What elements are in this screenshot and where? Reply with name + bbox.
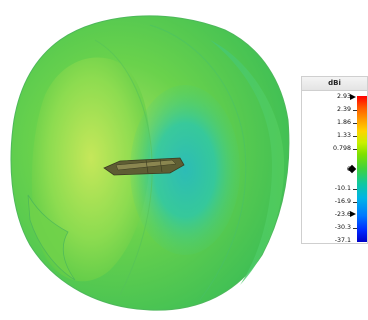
pattern-left-lobe — [31, 57, 150, 282]
tick-label: 1.33 — [336, 132, 351, 139]
pattern-right-flank — [210, 40, 285, 285]
tick-mark — [353, 123, 357, 124]
color-scale-bar — [357, 96, 367, 242]
pattern-mesh-line — [149, 24, 247, 301]
legend-unit-label: dBi — [302, 77, 367, 91]
tick-label: -23.6 — [334, 211, 351, 218]
current-level-marker-icon — [350, 211, 356, 217]
color-scale-legend: dBi 2.93 2.39 1.86 1.33 0.798 0 -10.1 -1… — [301, 76, 368, 244]
tick-label: 0.798 — [332, 145, 351, 152]
tick-mark — [353, 149, 357, 150]
tick-mark — [353, 189, 357, 190]
tick-mark — [353, 136, 357, 137]
tick-label: 2.39 — [336, 106, 351, 113]
tick-label: -10.1 — [334, 185, 351, 192]
tick-label: 1.86 — [336, 119, 351, 126]
tick-mark — [353, 202, 357, 203]
tick-mark — [353, 228, 357, 229]
max-marker-icon — [350, 94, 356, 100]
tick-label: -16.9 — [334, 198, 351, 205]
antenna-model[interactable] — [103, 157, 185, 176]
pattern-null-region — [130, 85, 240, 255]
tick-mark — [353, 110, 357, 111]
tick-label: -30.3 — [334, 224, 351, 231]
tick-label: 2.93 — [336, 93, 351, 100]
pattern-lower-fold — [27, 194, 76, 281]
tick-label: -37.1 — [334, 237, 351, 244]
